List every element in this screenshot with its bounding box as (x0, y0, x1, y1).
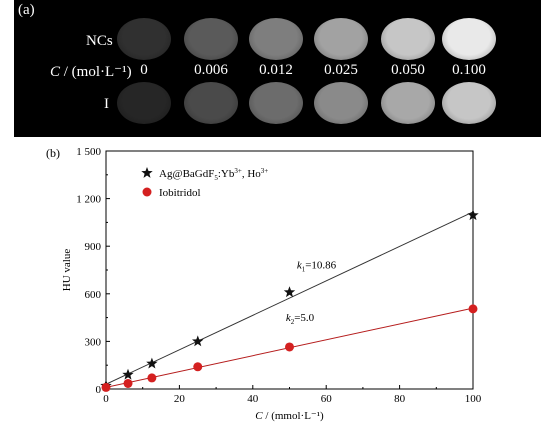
circle-marker (193, 362, 203, 372)
iodine-phantom (117, 82, 171, 124)
iodine-phantom (249, 82, 303, 124)
x-tick-label: 20 (174, 393, 186, 405)
ncs-phantom (314, 18, 368, 60)
slope-value: =10.86 (305, 259, 336, 271)
x-tick-label: 60 (321, 393, 333, 405)
star-marker (146, 357, 158, 369)
circle-marker (101, 382, 111, 392)
star-marker (122, 368, 134, 380)
iodine-phantom (442, 82, 496, 124)
legend-ncs-sup1: 3+ (234, 167, 242, 175)
hu-scatter-chart: (b) 0 20 40 60 80 100 0 300 600 900 1 200 1 500 C / (… (46, 146, 482, 422)
x-tick-label: 0 (103, 393, 109, 405)
slope-k: k (286, 312, 292, 324)
iodine-phantom (381, 82, 435, 124)
ncs-fit-line (105, 211, 474, 385)
x-tick-label: 40 (247, 393, 259, 405)
panel-a-label: (a) (18, 2, 35, 18)
y-tick-label: 600 (85, 289, 102, 301)
circle-marker (123, 378, 133, 388)
concentration-value: 0.012 (259, 62, 293, 78)
circle-marker (468, 304, 478, 314)
legend-ncs-label: Ag@BaGdF5:Yb3+, Ho3+ (159, 167, 268, 182)
concentration-unit: / (mol·L⁻¹) (60, 64, 132, 80)
y-tick-label: 1 500 (76, 146, 101, 158)
ncs-phantom (249, 18, 303, 60)
hu-chart-panel: (b) 0 20 40 60 80 100 0 300 600 900 1 200 1 500 C / (… (0, 140, 541, 428)
x-axis-unit: / (mmol·L⁻¹) (263, 410, 324, 422)
legend-ncs-mid: , Ho (242, 168, 261, 180)
ncs-phantom (381, 18, 435, 60)
slope-sub: 2 (291, 318, 295, 326)
legend-ncs-sub: 5 (214, 174, 218, 182)
legend-ncs-base: Ag@BaGdF (159, 168, 214, 180)
legend-iobitridol-marker (142, 187, 152, 197)
panel-b-label: (b) (46, 146, 60, 160)
ncs-phantom (442, 18, 496, 60)
circle-marker (147, 373, 157, 383)
concentration-row-label: C / (mol·L⁻¹) (50, 62, 132, 81)
x-axis-var: C (255, 410, 263, 422)
star-marker (283, 286, 296, 298)
concentration-value: 0.006 (194, 62, 228, 78)
concentration-value: 0.025 (324, 62, 358, 78)
legend-ncs-sup2: 3+ (261, 167, 269, 175)
x-tick-label: 80 (394, 393, 406, 405)
star-marker (192, 335, 204, 347)
y-tick-label: 900 (85, 241, 102, 253)
iodine-row-label: I (104, 96, 109, 112)
y-tick-label: 300 (85, 336, 102, 348)
ct-phantom-panel: (a) NCs C / (mol·L⁻¹) I 0 0.006 0.012 0.025… (14, 0, 541, 137)
y-tick-label: 0 (96, 384, 102, 396)
slope-k: k (297, 259, 303, 271)
slope-sub: 1 (302, 265, 306, 273)
star-marker (141, 167, 153, 178)
y-tick-label: 1 200 (76, 194, 101, 206)
concentration-value: 0.050 (391, 62, 425, 78)
concentration-value: 0 (140, 62, 148, 78)
slope-annotation: k2=5.0 (286, 312, 315, 326)
x-axis-label: C / (mmol·L⁻¹) (255, 410, 324, 422)
slope-annotation: k1=10.86 (297, 259, 337, 273)
ncs-row-label: NCs (86, 33, 113, 49)
legend-ncs-tail: :Yb (218, 168, 235, 180)
iodine-phantom (184, 82, 238, 124)
ncs-phantom (117, 18, 171, 60)
iodine-phantom (314, 82, 368, 124)
circle-marker (285, 342, 294, 352)
star-marker (467, 209, 479, 221)
concentration-var: C (50, 64, 61, 80)
slope-value: =5.0 (294, 312, 314, 324)
x-tick-label: 100 (465, 393, 482, 405)
concentration-value: 0.100 (452, 62, 486, 78)
ncs-phantom (184, 18, 238, 60)
legend-iobitridol-label: Iobitridol (159, 187, 201, 199)
y-axis-label: HU value (61, 249, 73, 292)
